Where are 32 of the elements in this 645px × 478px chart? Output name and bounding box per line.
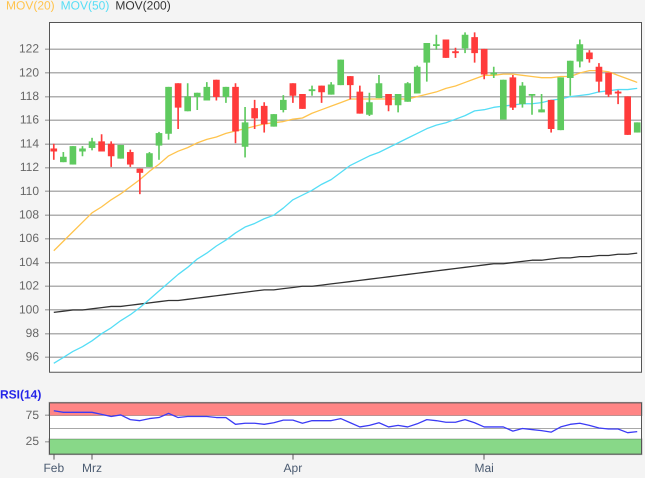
y-tick-label: 108	[18, 207, 40, 222]
candlestick	[557, 77, 564, 130]
y-tick-label: 114	[20, 136, 40, 150]
y-tick-label: 104	[18, 254, 40, 269]
y-tick-label: 75	[26, 408, 40, 422]
candlestick	[70, 146, 76, 165]
y-tick-label: 102	[18, 278, 40, 293]
y-tick-label: 25	[26, 434, 40, 448]
candlestick	[624, 96, 631, 135]
chart-title: RSI(14)	[0, 388, 42, 402]
y-tick-label: 96	[26, 350, 40, 364]
text: MOV(200)	[115, 0, 171, 12]
text: MOV(20)	[6, 0, 55, 12]
y-tick-label: 112	[20, 160, 40, 174]
candlestick	[270, 114, 278, 127]
y-tick-label: 122	[18, 42, 40, 56]
y-tick-label: 98	[26, 326, 40, 340]
candlestick	[337, 60, 344, 86]
candlestick	[442, 39, 450, 58]
y-tick-label: 118	[20, 88, 40, 103]
candlestick	[299, 94, 306, 109]
candlestick	[634, 122, 641, 133]
text: MOV(50)	[60, 0, 110, 12]
x-tick-label: Mrz	[82, 461, 102, 476]
x-tick-label: Mai	[474, 461, 494, 476]
y-tick-label: 116	[20, 112, 40, 127]
x-tick-label: Apr	[284, 461, 302, 476]
y-tick-label: 110	[20, 184, 40, 198]
x-tick-label: Feb	[43, 461, 64, 476]
y-tick-label: 120	[18, 65, 40, 80]
y-tick-label: 100	[18, 302, 40, 316]
y-tick-label: 106	[18, 231, 40, 246]
